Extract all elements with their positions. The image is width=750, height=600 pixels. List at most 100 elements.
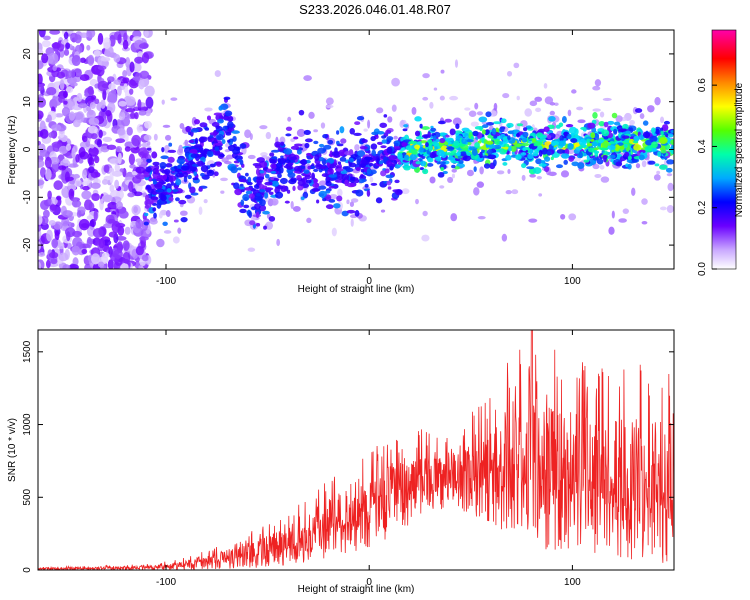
- spectrogram-cell: [354, 210, 360, 217]
- spectrogram-cell: [38, 159, 45, 168]
- spectrogram-cell: [633, 135, 640, 142]
- spectrogram-cell: [40, 199, 50, 211]
- spectrogram-cell: [158, 193, 165, 200]
- spectrogram-cell: [289, 156, 298, 161]
- spectrogram-cell: [165, 210, 171, 218]
- spectrogram-cell: [145, 96, 154, 109]
- spectrogram-cell: [481, 124, 489, 129]
- spectrogram-cell: [320, 122, 326, 129]
- spectrogram-cell: [346, 182, 356, 188]
- spectrogram-cell: [302, 191, 309, 199]
- spectrogram-y-ticks: -20 -10 0 10 20: [22, 48, 674, 252]
- spectrogram-cell: [213, 171, 219, 177]
- spectrogram-cell: [385, 174, 394, 179]
- colorbar-gradient: [711, 29, 737, 270]
- spectrogram-cell: [130, 111, 136, 119]
- spectrogram-cell: [286, 166, 293, 170]
- spectrogram-cell: [560, 213, 566, 220]
- spectrogram-cell: [38, 73, 43, 85]
- spectrogram-cell: [214, 70, 221, 78]
- spectrogram-cell: [331, 151, 340, 156]
- spectrogram-cell: [433, 87, 438, 91]
- spectrogram-cell: [376, 130, 385, 135]
- spectrogram-cell: [168, 142, 173, 147]
- spectrogram-cell: [454, 59, 459, 68]
- spectrogram-cell: [227, 139, 231, 143]
- spectrogram-cell: [277, 157, 287, 164]
- spectrogram-cell: [394, 142, 399, 147]
- spectrogram-cell: [129, 88, 134, 95]
- spectrogram-cell: [419, 146, 424, 153]
- snr-y-axis-label: SNR (10 * v/v): [7, 418, 18, 482]
- spectrogram-cell: [381, 139, 388, 144]
- spectrogram-cell: [651, 141, 658, 149]
- spectrogram-cell: [163, 230, 172, 234]
- spectrogram-cell: [39, 128, 49, 139]
- spectrogram-cell: [233, 182, 240, 190]
- spectrogram-cell: [162, 221, 168, 226]
- spectrogram-cell: [106, 76, 115, 83]
- spectrogram-cell: [200, 172, 205, 177]
- spectrogram-cell: [151, 196, 159, 201]
- colorbar: 0.0 0.2 0.4 0.6 Normalized spectral amplitu…: [697, 29, 745, 276]
- spectrogram-cell: [85, 140, 91, 148]
- spectrogram-cell: [534, 96, 543, 102]
- spectrogram-cell: [285, 133, 292, 137]
- spectrogram-cell: [645, 148, 652, 152]
- spectrogram-cell: [106, 144, 117, 150]
- spectrogram-cell: [521, 137, 528, 143]
- spectrogram-cell: [264, 173, 270, 179]
- spectrogram-cell: [89, 101, 96, 109]
- spectrogram-cell: [92, 227, 104, 238]
- spectrogram-cell: [428, 145, 433, 152]
- spectrogram-cell: [657, 151, 662, 157]
- spectrogram-cell: [56, 71, 66, 79]
- spectrogram-cell: [65, 42, 71, 50]
- spectrogram-cell: [380, 209, 386, 213]
- spectrogram-cell: [531, 138, 536, 142]
- spectrogram-cell: [127, 192, 135, 198]
- spectrogram-cell: [180, 217, 188, 223]
- spectrogram-cell: [337, 188, 343, 197]
- spectrogram-cell: [54, 230, 60, 241]
- spectrogram-cell: [391, 77, 400, 87]
- spectrogram-cell: [286, 189, 291, 194]
- spectrogram-cell: [129, 61, 135, 73]
- spectrogram-cell: [124, 132, 129, 143]
- spectrogram-cell: [280, 155, 284, 159]
- spectrogram-cell: [502, 162, 508, 166]
- spectrogram-cell: [264, 181, 273, 186]
- spectrogram-cell: [270, 170, 277, 174]
- spectrogram-cell: [138, 110, 147, 116]
- spectrogram-cell: [570, 138, 578, 143]
- spectrogram-cell: [175, 197, 180, 202]
- spectrogram-cell: [454, 166, 460, 170]
- spectrogram-cell: [209, 163, 216, 168]
- spectrogram-cell: [313, 168, 319, 173]
- spectrogram-cell: [598, 121, 605, 127]
- spectrogram-cell: [155, 167, 159, 175]
- spectrogram-cell: [479, 166, 484, 175]
- spectrogram-cell: [666, 159, 674, 165]
- spectrogram-cell: [378, 160, 383, 165]
- spectrogram-cell: [294, 143, 303, 147]
- spectrogram-cell: [68, 263, 79, 269]
- spectrogram-cell: [159, 161, 167, 169]
- spectrogram-cell: [276, 162, 283, 169]
- spectrogram-cell: [238, 178, 246, 183]
- spectrogram-y-tick-label: -20: [22, 237, 33, 252]
- spectrogram-cell: [227, 121, 234, 128]
- spectrogram-cell: [273, 178, 280, 182]
- spectrogram-cell: [577, 162, 585, 169]
- spectrogram-cell: [153, 212, 157, 219]
- spectrogram-cell: [557, 140, 567, 147]
- spectrogram-cell: [356, 115, 365, 121]
- spectrogram-cell: [538, 193, 543, 197]
- spectrogram-cell: [98, 238, 106, 249]
- spectrogram-cell: [79, 74, 90, 82]
- spectrogram-cell: [594, 79, 602, 87]
- spectrogram-cell: [38, 214, 43, 226]
- spectrogram-cell: [71, 230, 83, 238]
- spectrogram-cell: [51, 42, 61, 49]
- spectrogram-cell: [160, 155, 169, 160]
